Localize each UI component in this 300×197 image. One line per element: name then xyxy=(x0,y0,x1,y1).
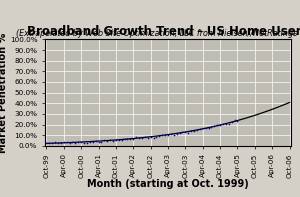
Point xyxy=(220,123,225,126)
Point xyxy=(177,132,182,135)
Point xyxy=(99,140,104,143)
Point xyxy=(145,136,150,139)
Point xyxy=(215,124,220,127)
Point xyxy=(47,142,52,145)
Point xyxy=(206,127,211,130)
Point xyxy=(212,125,217,128)
Point xyxy=(56,142,60,145)
Point xyxy=(108,139,112,142)
Point xyxy=(169,133,173,136)
Point xyxy=(218,124,223,127)
Point xyxy=(85,141,89,144)
Point xyxy=(50,141,55,144)
Point xyxy=(116,138,121,141)
Point xyxy=(183,130,188,133)
Point xyxy=(137,136,142,139)
Point xyxy=(174,132,179,135)
Point xyxy=(44,141,49,145)
Title: Broadband Growth Trend - US Home Users: Broadband Growth Trend - US Home Users xyxy=(27,25,300,38)
Point xyxy=(131,137,136,140)
Point xyxy=(67,141,72,144)
Point xyxy=(58,141,63,145)
Point xyxy=(235,119,240,122)
Point xyxy=(166,133,170,136)
Point xyxy=(189,129,194,132)
Point xyxy=(64,141,69,144)
Point xyxy=(73,141,78,144)
Point xyxy=(232,119,237,122)
Point xyxy=(186,131,191,134)
Point xyxy=(157,134,162,137)
Point xyxy=(154,135,159,138)
Point xyxy=(90,140,95,144)
Point xyxy=(194,129,199,132)
Point xyxy=(140,137,144,140)
Point xyxy=(79,140,84,143)
Point xyxy=(200,126,205,130)
Point xyxy=(192,129,197,132)
Point xyxy=(226,122,231,125)
Point xyxy=(96,140,101,143)
Y-axis label: Market Penetration %: Market Penetration % xyxy=(0,33,8,153)
Point xyxy=(122,138,127,141)
Point xyxy=(197,127,202,131)
Point xyxy=(105,139,110,142)
Point xyxy=(163,133,167,137)
Point xyxy=(61,140,66,143)
Point xyxy=(70,140,75,144)
Point xyxy=(119,139,124,142)
Point xyxy=(134,136,139,139)
Point xyxy=(82,141,86,145)
Point xyxy=(76,141,81,144)
Point xyxy=(151,136,156,139)
Point xyxy=(128,137,133,140)
Point xyxy=(171,133,176,136)
X-axis label: Month (starting at Oct. 1999): Month (starting at Oct. 1999) xyxy=(87,179,249,189)
Point xyxy=(88,140,92,143)
Point xyxy=(160,133,165,137)
Point xyxy=(224,123,228,126)
Point xyxy=(111,139,116,143)
Point xyxy=(209,126,214,129)
Point xyxy=(102,138,107,141)
Point xyxy=(53,140,58,144)
Point xyxy=(203,126,208,129)
Point xyxy=(93,139,98,143)
Point xyxy=(142,135,147,138)
Text: (Extrapolated by Web Site Optimization, LLC from Nielsen//NetRatings data): (Extrapolated by Web Site Optimization, … xyxy=(16,29,300,38)
Point xyxy=(148,135,153,138)
Point xyxy=(113,139,118,142)
Point xyxy=(180,130,185,133)
Point xyxy=(125,138,130,141)
Point xyxy=(229,120,234,123)
